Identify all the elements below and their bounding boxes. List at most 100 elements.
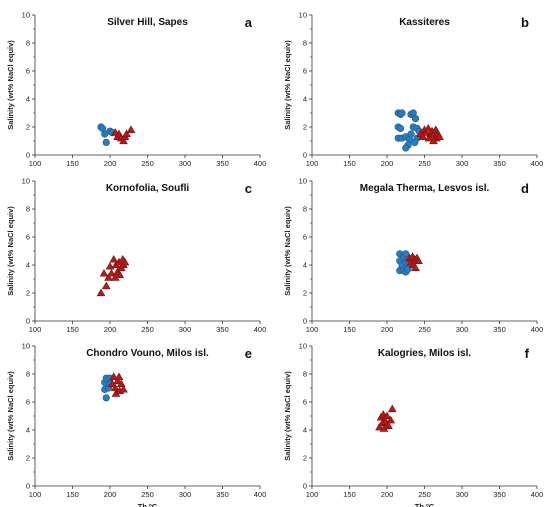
- panel-title: Kassiteres: [399, 17, 450, 28]
- y-tick-label: 8: [26, 370, 30, 379]
- x-tick-label: 300: [179, 159, 192, 168]
- x-tick-label: 250: [418, 159, 431, 168]
- y-tick-label: 2: [26, 289, 30, 298]
- data-point-triangle: [122, 129, 131, 138]
- data-point-circle: [411, 138, 419, 146]
- y-tick-label: 2: [26, 454, 30, 463]
- x-tick-label: 150: [66, 159, 79, 168]
- y-axis-label: Salinity (wt% NaCl equiv): [283, 371, 292, 461]
- y-tick-label: 10: [22, 11, 30, 20]
- x-tick-label: 200: [104, 159, 117, 168]
- y-tick-label: 8: [26, 205, 30, 214]
- x-tick-label: 350: [493, 490, 506, 499]
- data-point-triangle: [101, 281, 111, 290]
- x-tick-label: 300: [456, 490, 469, 499]
- data-point-triangle: [424, 133, 434, 142]
- y-tick-label: 0: [26, 317, 30, 326]
- data-point-circle: [396, 124, 405, 132]
- panel-title: Chondro Vouno, Milos isl.: [86, 348, 209, 359]
- data-point-triangle: [387, 404, 397, 413]
- y-tick-label: 8: [26, 39, 30, 48]
- y-tick-label: 4: [26, 426, 30, 435]
- x-axis-label: Th ºC: [415, 502, 435, 507]
- y-tick-label: 4: [303, 426, 307, 435]
- data-point-triangle: [411, 263, 420, 271]
- x-tick-label: 200: [381, 490, 394, 499]
- data-point-triangle: [105, 261, 115, 270]
- panel-e: 100 150 200 250 300 350 400 0 2 4 6 8 10 Chondro Voun…: [6, 342, 266, 507]
- panel-letter: c: [245, 181, 252, 196]
- panel-letter: d: [521, 181, 529, 196]
- y-tick-label: 6: [303, 67, 307, 76]
- data-point-triangle: [104, 273, 113, 281]
- x-tick-label: 400: [254, 159, 267, 168]
- x-tick-label: 100: [29, 325, 42, 334]
- y-tick-label: 6: [26, 233, 30, 242]
- y-axis-label: Salinity (wt% NaCl equiv): [283, 40, 292, 130]
- y-tick-label: 0: [26, 151, 30, 160]
- panel-letter: f: [525, 346, 530, 361]
- panel-title: Kornofolia, Soufli: [106, 183, 190, 194]
- panel-letter: b: [521, 15, 529, 30]
- x-tick-label: 350: [493, 159, 506, 168]
- x-tick-label: 150: [343, 325, 356, 334]
- y-tick-label: 8: [303, 39, 307, 48]
- x-tick-label: 250: [141, 490, 154, 499]
- x-tick-label: 100: [306, 159, 319, 168]
- y-tick-label: 4: [26, 95, 30, 104]
- panel-letter: e: [245, 346, 252, 361]
- data-point-triangle: [421, 128, 431, 136]
- panel-f: 100 150 200 250 300 350 400 0 2 4 6 8 10 Kalogries, M…: [283, 342, 543, 507]
- data-point-circle: [407, 130, 415, 138]
- x-tick-label: 350: [216, 325, 229, 334]
- data-point-triangle: [96, 288, 106, 297]
- x-tick-label: 300: [456, 325, 469, 334]
- data-point-triangle: [99, 268, 109, 277]
- y-tick-label: 6: [303, 398, 307, 407]
- y-tick-label: 6: [303, 233, 307, 242]
- x-tick-label: 250: [141, 325, 154, 334]
- y-tick-label: 4: [26, 261, 30, 270]
- y-tick-label: 2: [303, 123, 307, 132]
- data-point-triangle: [418, 132, 428, 140]
- panel-a: 100 150 200 250 300 350 400 0 2 4 6 8 10 Silver Hill,…: [6, 11, 266, 168]
- x-tick-label: 100: [306, 325, 319, 334]
- x-tick-label: 350: [216, 490, 229, 499]
- y-tick-label: 0: [26, 482, 30, 491]
- x-tick-label: 350: [493, 325, 506, 334]
- data-point-triangle: [114, 372, 124, 380]
- panel-title: Silver Hill, Sapes: [107, 17, 188, 28]
- x-axis-label: Th ºC: [138, 502, 158, 507]
- y-tick-label: 10: [299, 11, 307, 20]
- data-point-triangle: [113, 376, 122, 385]
- x-tick-label: 250: [418, 325, 431, 334]
- data-point-circle: [102, 394, 110, 402]
- y-tick-label: 0: [303, 151, 307, 160]
- y-tick-label: 4: [303, 261, 307, 270]
- y-axis-label: Salinity (wt% NaCl equiv): [6, 40, 15, 130]
- panel-title: Megala Therma, Lesvos isl.: [360, 183, 490, 194]
- y-tick-label: 8: [303, 370, 307, 379]
- y-tick-label: 0: [303, 317, 307, 326]
- data-point-triangle: [119, 384, 128, 393]
- x-tick-label: 200: [104, 490, 117, 499]
- x-tick-label: 400: [254, 325, 267, 334]
- x-tick-label: 100: [29, 159, 42, 168]
- panel-letter: a: [245, 15, 253, 30]
- data-point-circle: [102, 138, 110, 146]
- data-point-triangle: [107, 268, 116, 277]
- y-tick-label: 4: [303, 95, 307, 104]
- y-tick-label: 10: [22, 177, 30, 186]
- x-tick-label: 400: [531, 490, 544, 499]
- data-point-triangle: [386, 415, 396, 424]
- data-point-triangle: [119, 136, 128, 145]
- data-point-triangle: [109, 254, 119, 263]
- data-point-triangle: [126, 125, 136, 133]
- y-tick-label: 2: [303, 289, 307, 298]
- data-point-triangle: [435, 132, 444, 140]
- data-point-circle: [411, 114, 420, 123]
- data-point-triangle: [429, 136, 438, 145]
- y-axis-label: Salinity (wt% NaCl equiv): [283, 206, 292, 296]
- panel-title: Kalogries, Milos isl.: [378, 348, 472, 359]
